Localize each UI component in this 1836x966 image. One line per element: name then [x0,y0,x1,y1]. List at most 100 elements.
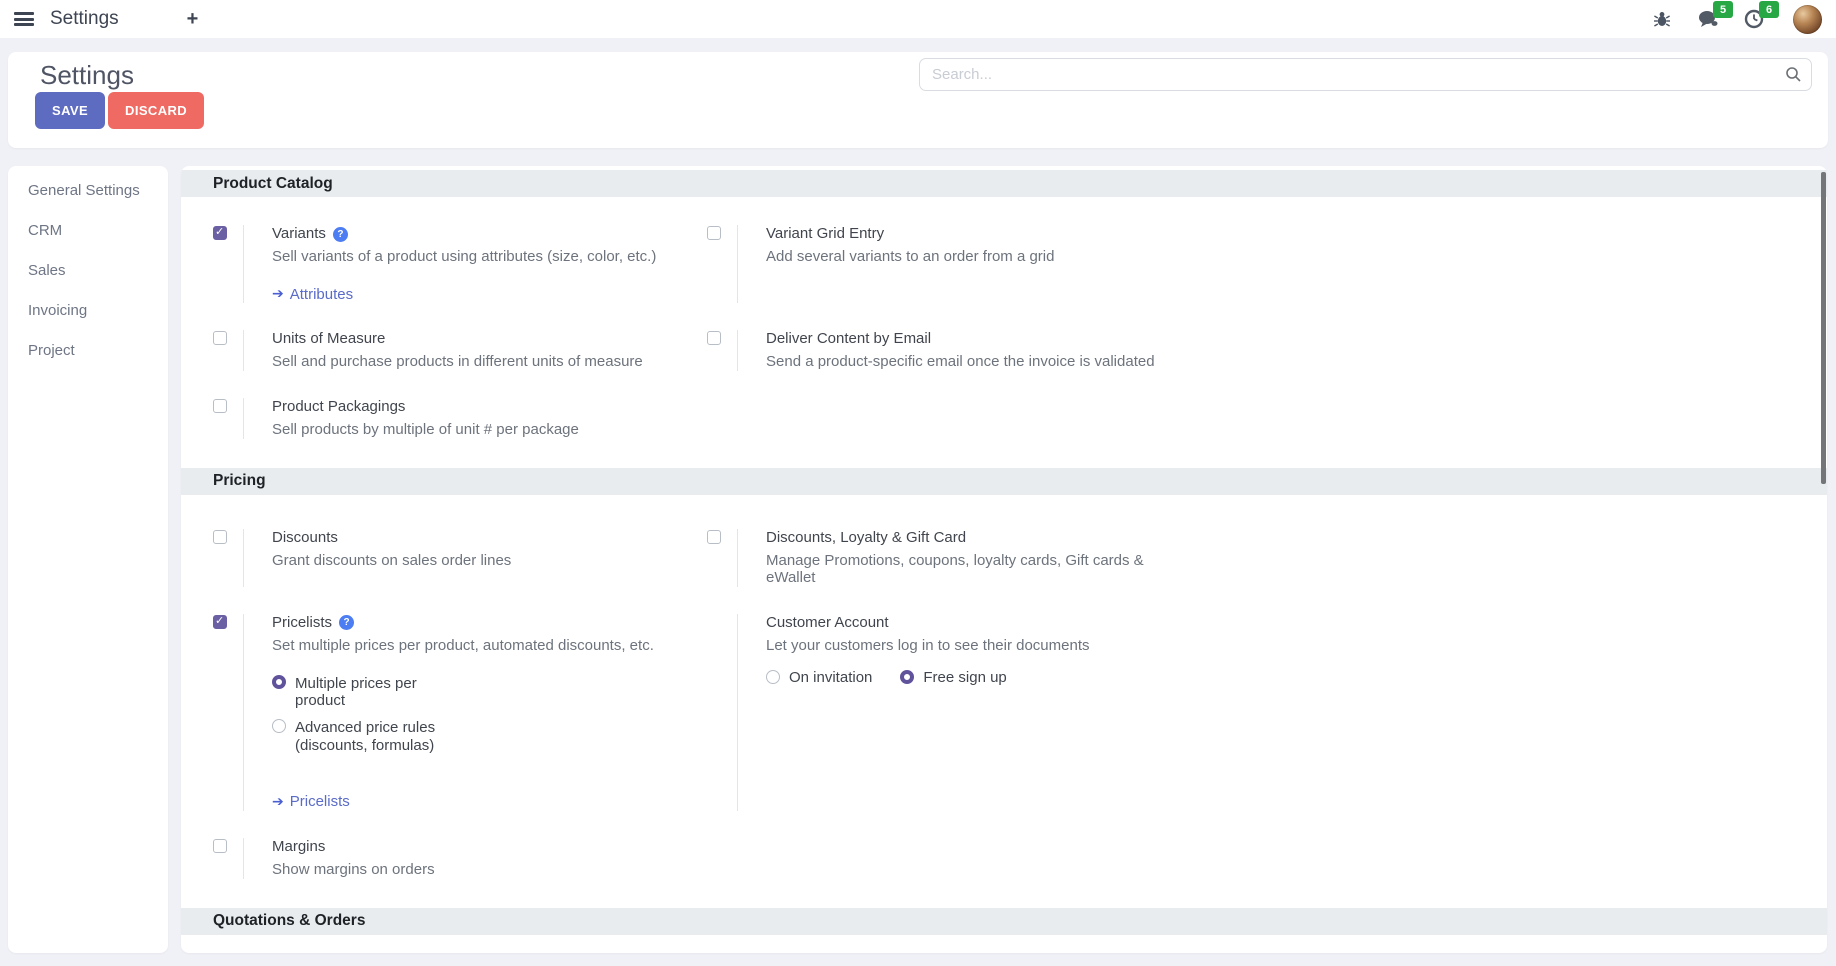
variants-label[interactable]: Variants [272,225,326,242]
customer-account-option-free-signup: Free sign up [900,668,1007,686]
discounts-label[interactable]: Discounts [272,528,338,546]
attributes-link-label: Attributes [289,285,354,303]
product-packagings-description: Sell products by multiple of unit # per … [272,420,579,438]
section-body-product-catalog: Variants ? Sell variants of a product us… [181,197,1211,468]
debug-bug-icon[interactable] [1651,8,1673,30]
product-packagings-label[interactable]: Product Packagings [272,397,406,415]
section-title: Pricing [213,472,266,490]
top-navbar: Settings + 5 [0,0,1836,38]
margins-label[interactable]: Margins [272,837,326,855]
pricelists-label[interactable]: Pricelists [272,613,333,631]
sidebar-item-sales[interactable]: Sales [28,261,66,279]
discounts-description: Grant discounts on sales order lines [272,551,512,569]
discounts-loyalty-description: Manage Promotions, coupons, loyalty card… [766,551,1144,587]
arrow-right-icon: ➔ [272,793,284,810]
help-icon[interactable]: ? [332,226,348,242]
units-of-measure-checkbox[interactable] [213,331,227,346]
sidebar-item-crm[interactable]: CRM [28,221,63,239]
customer-account-options: On invitation Free sign up [766,669,1156,686]
multiple-prices-label[interactable]: Multiple prices per product [295,674,417,710]
checkbox-cell [707,225,737,303]
apps-menu-icon[interactable] [14,12,34,26]
activities-count-badge: 6 [1759,1,1779,18]
vertical-scrollbar-thumb[interactable] [1821,172,1826,484]
search-input[interactable] [919,58,1812,91]
setting-content: Pricelists ? Set multiple prices per pro… [243,613,707,811]
checkbox-cell [707,614,737,811]
section-header-product-catalog: Product Catalog [181,170,1827,197]
setting-variant-grid-entry: Variant Grid Entry Add several variants … [707,225,1201,304]
section-title: Quotations & Orders [213,912,366,930]
variants-checkbox[interactable] [213,225,227,240]
control-panel-buttons: SAVE DISCARD [35,92,205,129]
pricelists-option-advanced: Advanced price rules (discounts, formula… [272,719,662,754]
free-sign-up-label[interactable]: Free sign up [923,668,1007,686]
activities-button[interactable]: 6 [1743,1,1779,30]
margins-checkbox[interactable] [213,838,227,853]
setting-deliver-content-by-email: Deliver Content by Email Send a product-… [707,330,1201,371]
setting-content: Discounts Grant discounts on sales order… [243,528,707,587]
sidebar-item-invoicing[interactable]: Invoicing [28,301,88,319]
units-of-measure-label[interactable]: Units of Measure [272,330,386,348]
add-tab-plus-icon[interactable]: + [186,8,199,30]
setting-units-of-measure: Units of Measure Sell and purchase produ… [213,330,707,371]
navbar-app-title[interactable]: Settings [50,8,119,29]
setting-pricelists: Pricelists ? Set multiple prices per pro… [213,613,707,811]
pricelists-description: Set multiple prices per product, automat… [272,636,654,654]
variant-grid-entry-checkbox[interactable] [707,226,721,240]
pricelists-link[interactable]: ➔ Pricelists [272,793,350,810]
navbar-right: 5 6 [1651,1,1822,34]
setting-variants: Variants ? Sell variants of a product us… [213,225,707,304]
setting-content: Deliver Content by Email Send a product-… [737,330,1201,371]
deliver-content-by-email-label[interactable]: Deliver Content by Email [766,330,932,348]
multiple-prices-radio[interactable] [272,674,286,689]
arrow-right-icon: ➔ [272,286,284,303]
sidebar-item-general-settings[interactable]: General Settings [28,181,140,199]
page-title: Settings [40,60,134,90]
section-body-quotations-orders: Online Signature ? Request an online sig… [181,935,1211,953]
discounts-loyalty-label[interactable]: Discounts, Loyalty & Gift Card [766,528,967,546]
discard-button[interactable]: DISCARD [108,92,205,129]
deliver-content-by-email-description: Send a product-specific email once the i… [766,353,1155,371]
customer-account-option-invitation: On invitation [766,669,872,686]
help-icon[interactable]: ? [339,615,355,631]
discounts-loyalty-checkbox[interactable] [707,529,721,544]
checkbox-cell [213,838,243,879]
deliver-content-by-email-checkbox[interactable] [707,331,721,346]
search-box [919,58,1812,91]
bug-icon [1654,12,1670,27]
checkbox-cell [213,330,243,371]
section-body-pricing: Discounts Grant discounts on sales order… [181,495,1211,908]
attributes-link[interactable]: ➔ Attributes [272,286,353,303]
pricelists-option-multiple: Multiple prices per product [272,674,662,710]
section-header-quotations-orders: Quotations & Orders [181,907,1827,935]
messages-count-badge: 5 [1713,1,1733,18]
clock-icon [1744,9,1764,29]
variants-description: Sell variants of a product using attribu… [272,248,657,265]
free-sign-up-radio[interactable] [900,670,915,685]
on-invitation-label[interactable]: On invitation [789,668,873,686]
setting-content: Customer Account Let your customers log … [737,613,1201,811]
advanced-price-rules-radio[interactable] [272,719,286,733]
on-invitation-radio[interactable] [766,670,780,685]
advanced-price-rules-label[interactable]: Advanced price rules (discounts, formula… [295,719,436,754]
variant-grid-entry-label[interactable]: Variant Grid Entry [766,225,885,242]
sidebar-item-project[interactable]: Project [28,341,75,359]
user-avatar[interactable] [1793,4,1822,34]
customer-account-label: Customer Account [766,613,889,631]
pricelists-checkbox[interactable] [213,614,227,629]
pricelists-options: Multiple prices per product Advanced pri… [272,674,662,755]
settings-sidebar: General Settings CRM Sales Invoicing Pro… [8,166,168,953]
product-packagings-checkbox[interactable] [213,398,227,413]
checkbox-cell [213,225,243,303]
margins-description: Show margins on orders [272,860,435,878]
setting-content: Product Packagings Sell products by mult… [243,397,707,439]
setting-content: Variant Grid Entry Add several variants … [737,225,1201,304]
discounts-checkbox[interactable] [213,529,227,544]
checkbox-cell [707,529,737,587]
messages-button[interactable]: 5 [1697,1,1733,30]
setting-product-packagings: Product Packagings Sell products by mult… [213,397,707,439]
save-button[interactable]: SAVE [35,92,106,129]
checkbox-cell [213,529,243,587]
search-icon[interactable] [1785,66,1802,83]
